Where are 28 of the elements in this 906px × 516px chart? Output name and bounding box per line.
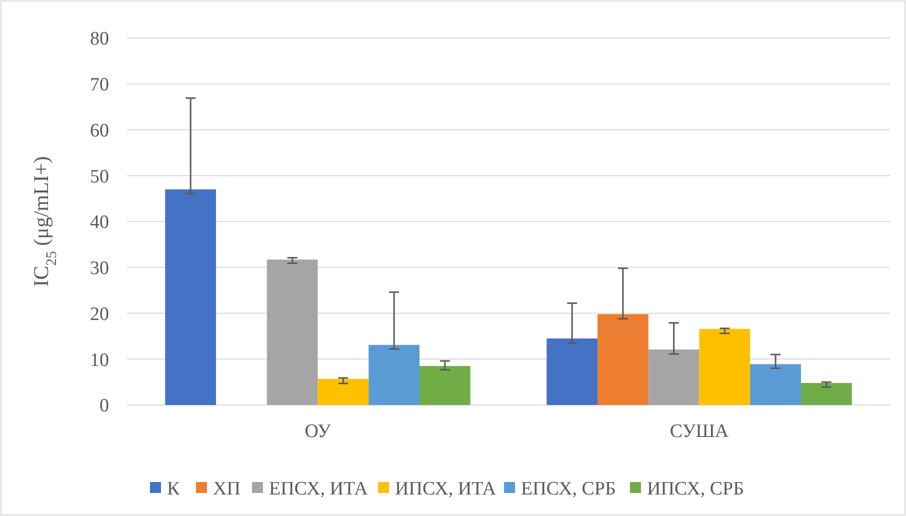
x-tick-label: ОУ xyxy=(304,421,332,442)
bar xyxy=(368,344,420,405)
bar xyxy=(165,189,216,405)
legend-label: ХП xyxy=(213,478,241,500)
y-tick-label: 60 xyxy=(90,120,109,142)
y-tick-label: 50 xyxy=(90,166,109,188)
legend-label: К xyxy=(167,478,180,500)
legend-label: ИПСХ, СРБ xyxy=(647,478,744,500)
bar xyxy=(318,378,369,405)
y-tick-label: 80 xyxy=(90,28,109,50)
x-tick-label: СУША xyxy=(670,421,729,442)
y-tick-label: 10 xyxy=(90,350,109,371)
y-tick-label: 0 xyxy=(100,396,109,417)
y-tick-label: 70 xyxy=(90,74,109,96)
legend-label: ЕПСХ, ИТА xyxy=(269,478,368,500)
y-tick-label: 40 xyxy=(90,212,109,234)
bar xyxy=(598,314,648,405)
bar xyxy=(699,328,750,405)
bar xyxy=(546,338,598,405)
bar xyxy=(266,260,318,405)
legend-label: ЕПСХ, СРБ xyxy=(521,478,616,500)
bar xyxy=(800,382,852,405)
bar xyxy=(419,366,470,405)
bar xyxy=(648,349,700,405)
bar xyxy=(750,364,801,405)
y-tick-label: 30 xyxy=(90,258,109,280)
y-tick-label: 20 xyxy=(90,304,109,325)
legend-label: ИПСХ, ИТА xyxy=(395,478,496,500)
